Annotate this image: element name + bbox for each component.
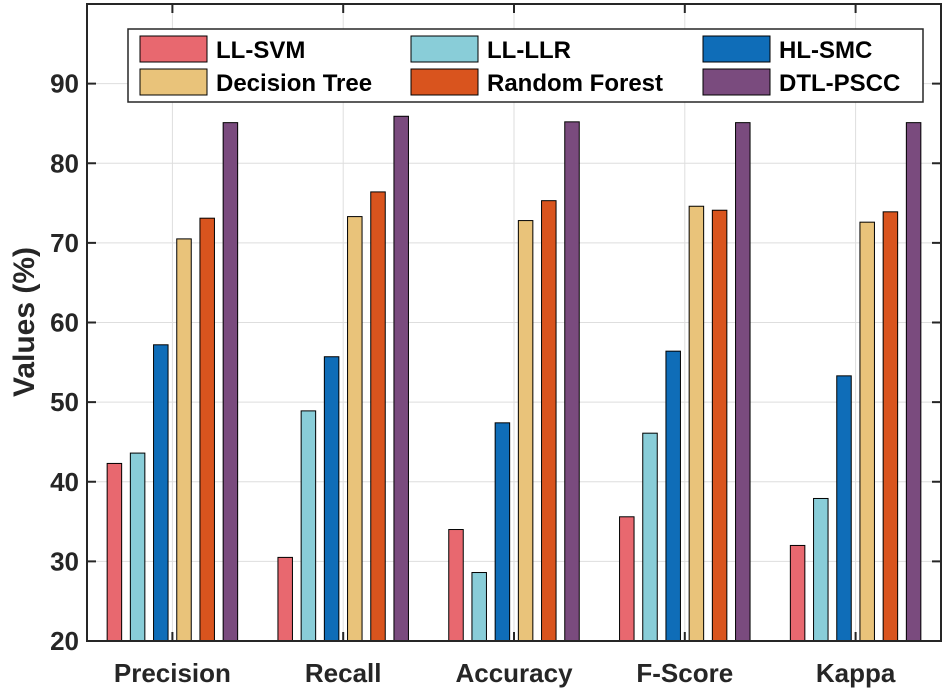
y-tick-label: 30 <box>50 546 79 576</box>
bar <box>836 375 852 642</box>
bar <box>642 432 658 642</box>
x-tick-label: Recall <box>305 658 382 688</box>
y-tick-label: 40 <box>50 467 79 497</box>
legend-label: DTL-PSCC <box>779 70 900 97</box>
legend-label: LL-SVM <box>216 37 305 64</box>
bar <box>665 350 681 642</box>
bar <box>541 200 557 642</box>
y-tick-label: 80 <box>50 148 79 178</box>
bar <box>564 121 580 642</box>
y-tick-label: 50 <box>50 387 79 417</box>
legend: LL-SVM LL-LLR HL-SMC Decision Tree Random Fo… <box>127 28 924 103</box>
bar <box>277 556 293 642</box>
bar <box>323 356 340 642</box>
bar <box>448 529 464 642</box>
bar <box>688 205 705 642</box>
bar <box>129 452 146 642</box>
bar <box>370 191 386 642</box>
bar <box>619 516 635 642</box>
legend-label: LL-LLR <box>487 37 571 64</box>
x-tick-label: Accuracy <box>455 658 573 688</box>
bar <box>300 410 317 642</box>
legend-swatch <box>410 35 479 63</box>
bar <box>905 122 922 642</box>
bar <box>199 217 215 642</box>
legend-swatch <box>139 68 208 96</box>
bar <box>176 238 192 642</box>
legend-label: Random Forest <box>487 70 663 97</box>
bar <box>789 544 806 642</box>
y-axis-ticks: 20 30 40 50 60 70 80 90 <box>50 3 941 656</box>
x-tick-label: Precision <box>114 658 231 688</box>
y-tick-label: 90 <box>50 69 79 99</box>
bar <box>222 122 239 642</box>
y-axis-label: Values (%) <box>8 247 41 397</box>
bar <box>711 209 728 642</box>
bar <box>517 220 534 642</box>
bars-group <box>106 115 922 642</box>
bar <box>882 211 899 642</box>
bar <box>859 221 875 642</box>
y-tick-label: 70 <box>50 228 79 258</box>
legend-swatch <box>410 68 479 96</box>
bar <box>393 115 409 642</box>
legend-box <box>127 28 924 103</box>
legend-swatch <box>702 35 771 63</box>
x-tick-label: Kappa <box>816 658 896 688</box>
bar <box>813 497 829 642</box>
bar <box>347 216 363 642</box>
legend-label: HL-SMC <box>779 37 872 64</box>
y-tick-label: 20 <box>50 626 79 656</box>
legend-swatch <box>702 68 771 96</box>
y-tick-label: 60 <box>50 308 79 338</box>
legend-swatch <box>139 35 208 63</box>
bar <box>106 462 123 642</box>
bar <box>471 572 487 642</box>
legend-label: Decision Tree <box>216 70 372 97</box>
x-axis-ticks: Precision Recall Accuracy F-Score Kappa <box>114 4 896 688</box>
bar <box>153 344 169 642</box>
bar <box>494 422 511 642</box>
bar <box>735 122 751 642</box>
x-tick-label: F-Score <box>636 658 733 688</box>
